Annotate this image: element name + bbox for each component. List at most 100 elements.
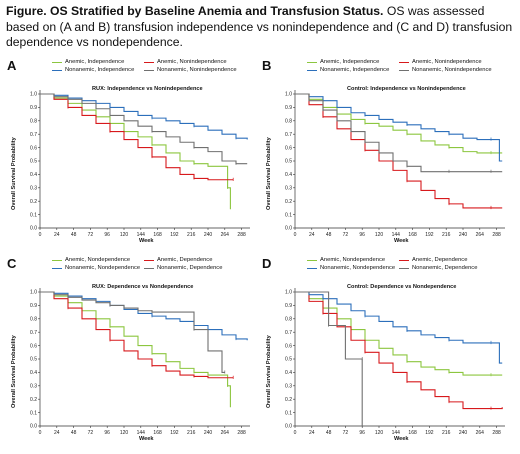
x-axis-label: Week — [394, 436, 409, 442]
x-tick-label: 168 — [153, 232, 162, 238]
y-tick-label: 0.7 — [285, 132, 292, 138]
x-tick-label: 0 — [294, 430, 297, 436]
series-line — [295, 93, 503, 173]
chart-plot: 0.0 0.1 0.2 0.3 0.4 0.5 0.6 0.7 0.8 0.9 1.0 0 24 48 72… — [285, 90, 505, 238]
legend-label: Anemic, Independence — [320, 59, 380, 65]
legend-label: Anemic, Nondependence — [65, 257, 131, 263]
x-tick-label: 0 — [294, 232, 297, 238]
legend-swatch — [307, 69, 317, 71]
series-line — [295, 291, 503, 410]
legend-label: Nonanemic, Dependence — [412, 265, 478, 271]
x-axis-label: Week — [139, 436, 154, 442]
series-line — [40, 291, 231, 408]
x-tick-label: 144 — [392, 430, 401, 436]
x-tick-label: 216 — [442, 430, 451, 436]
legend-swatch — [144, 259, 154, 261]
y-tick-label: 0.0 — [30, 226, 37, 232]
y-tick-label: 0.8 — [285, 317, 292, 323]
series-line — [295, 93, 503, 162]
legend-swatch — [52, 259, 62, 261]
x-tick-label: 120 — [120, 430, 129, 436]
y-tick-label: 0.1 — [285, 410, 292, 416]
legend-swatch — [307, 267, 317, 269]
legend-label: Nonanemic, Nondependence — [320, 265, 396, 271]
legend-item: Anemic, Nondependence — [52, 257, 130, 263]
y-tick-label: 0.4 — [30, 370, 37, 376]
legend-item: Nonanemic, Nondependence — [307, 265, 395, 271]
legend-label: Nonanemic, Dependence — [157, 265, 223, 271]
x-tick-label: 48 — [71, 232, 77, 238]
legend-item: Nonanemic, Nonindependence — [399, 67, 492, 73]
series-line — [295, 93, 503, 154]
chart-panel-b: B Anemic, Independence Anemic, Nonindepen… — [259, 57, 517, 250]
x-tick-label: 48 — [326, 430, 332, 436]
x-tick-label: 144 — [392, 232, 401, 238]
legend-item: Anemic, Independence — [307, 59, 379, 65]
series-line — [295, 93, 503, 209]
panel-label: A — [7, 58, 17, 73]
x-tick-label: 72 — [343, 232, 349, 238]
x-tick-label: 72 — [88, 430, 94, 436]
y-tick-label: 0.7 — [30, 132, 37, 138]
y-tick-label: 0.8 — [285, 119, 292, 125]
legend-label: Anemic, Nonindependence — [157, 59, 227, 65]
chart-plot: 0.0 0.1 0.2 0.3 0.4 0.5 0.6 0.7 0.8 0.9 1.0 0 24 48 72… — [285, 288, 505, 436]
series-line — [40, 93, 231, 210]
y-tick-label: 0.9 — [30, 303, 37, 309]
y-tick-label: 0.1 — [285, 212, 292, 218]
legend-swatch — [307, 61, 317, 63]
y-tick-label: 0.3 — [285, 384, 292, 390]
x-tick-label: 24 — [54, 430, 60, 436]
legend-label: Anemic, Dependence — [157, 257, 213, 263]
y-tick-label: 1.0 — [285, 290, 292, 296]
series-line — [40, 291, 248, 341]
panel-label: D — [262, 256, 272, 271]
y-tick-label: 0.9 — [285, 105, 292, 111]
x-tick-label: 216 — [442, 232, 451, 238]
series-line — [295, 291, 503, 376]
legend-item: Anemic, Nondependence — [307, 257, 385, 263]
x-tick-label: 264 — [476, 232, 485, 238]
y-tick-label: 0.1 — [30, 212, 37, 218]
x-tick-label: 96 — [104, 430, 110, 436]
panel-label: B — [262, 58, 272, 73]
x-tick-label: 240 — [204, 430, 213, 436]
legend-item: Nonanemic, Independence — [307, 67, 389, 73]
x-tick-label: 168 — [153, 430, 162, 436]
x-tick-label: 216 — [187, 232, 196, 238]
x-tick-label: 24 — [309, 232, 315, 238]
y-tick-label: 0.2 — [285, 199, 292, 205]
y-tick-label: 0.4 — [285, 370, 292, 376]
x-tick-label: 192 — [425, 430, 434, 436]
y-tick-label: 0.6 — [285, 343, 292, 349]
y-tick-label: 0.6 — [30, 145, 37, 151]
legend-label: Anemic, Nonindependence — [412, 59, 482, 65]
y-tick-label: 0.3 — [30, 186, 37, 192]
legend-swatch — [144, 267, 154, 269]
y-tick-label: 0.2 — [285, 397, 292, 403]
legend-item: Nonanemic, Nondependence — [52, 265, 140, 271]
x-tick-label: 192 — [170, 430, 179, 436]
x-tick-label: 24 — [309, 430, 315, 436]
y-tick-label: 0.6 — [30, 343, 37, 349]
x-tick-label: 96 — [359, 232, 365, 238]
y-tick-label: 1.0 — [30, 92, 37, 98]
chart-plot: 0.0 0.1 0.2 0.3 0.4 0.5 0.6 0.7 0.8 0.9 1.0 0 24 48 72… — [30, 90, 250, 238]
legend-item: Anemic, Dependence — [144, 257, 212, 263]
caption-bold: Figure. OS Stratified by Baseline Anemia… — [6, 4, 384, 18]
legend-item: Nonanemic, Independence — [52, 67, 134, 73]
y-tick-label: 0.9 — [285, 303, 292, 309]
x-tick-label: 0 — [39, 430, 42, 436]
y-tick-label: 1.0 — [285, 92, 292, 98]
legend-item: Anemic, Nonindependence — [399, 59, 482, 65]
x-tick-label: 192 — [170, 232, 179, 238]
x-tick-label: 264 — [221, 430, 230, 436]
legend-item: Nonanemic, Nonindependence — [144, 67, 237, 73]
x-tick-label: 168 — [408, 430, 417, 436]
y-tick-label: 0.2 — [30, 199, 37, 205]
x-tick-label: 240 — [459, 430, 468, 436]
chart-title: RUX: Independence vs Nonindependence — [92, 86, 203, 92]
legend-label: Nonanemic, Independence — [65, 67, 135, 73]
y-tick-label: 0.5 — [30, 357, 37, 363]
series-line — [40, 93, 248, 140]
